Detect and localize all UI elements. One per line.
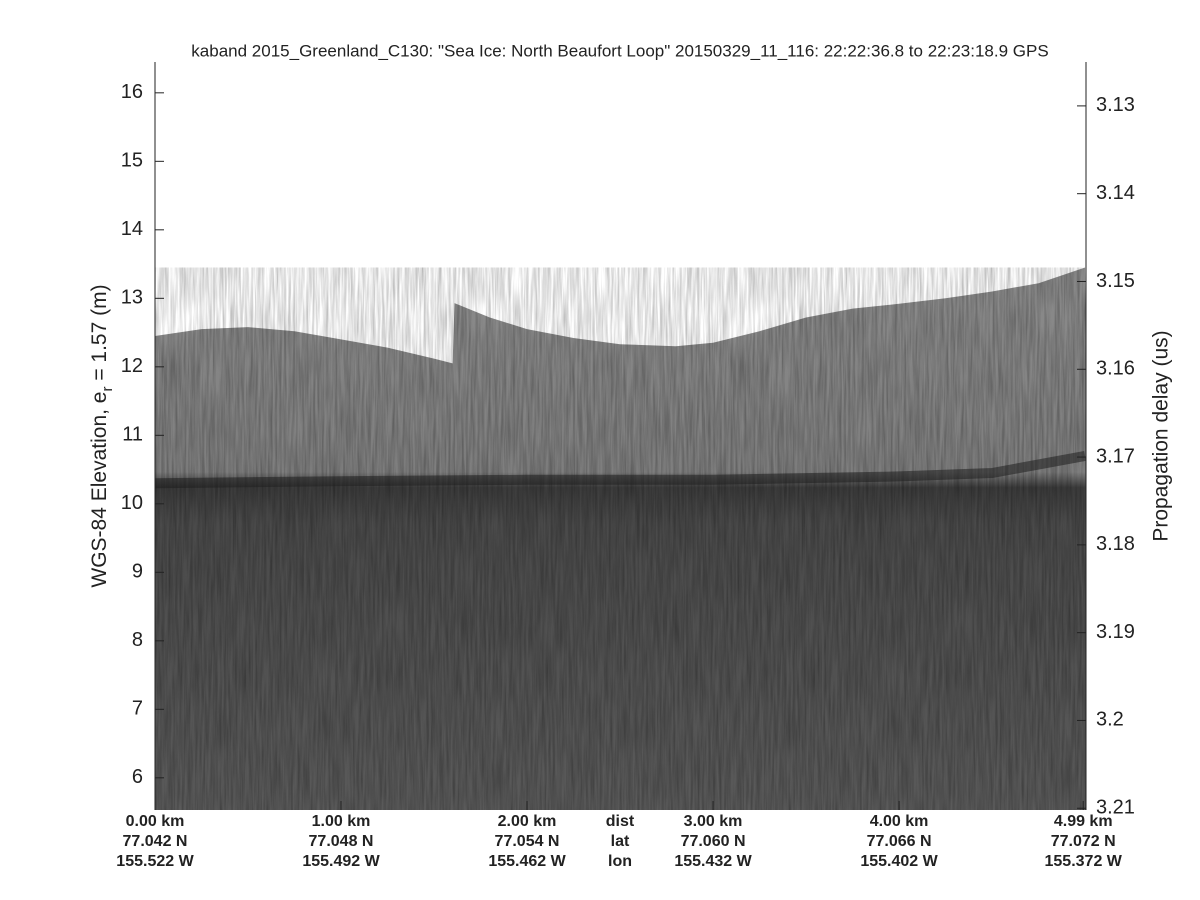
y-tick-label: 16 [121,81,143,103]
echogram-noise [155,267,1086,810]
y-tick-label: 14 [121,218,143,240]
x-tick-label: 3.00 km [684,813,743,830]
y-tick-label: 9 [132,561,143,583]
y-tick-label: 8 [132,629,143,651]
lat-label: 77.072 N [1051,833,1116,850]
plot-area [155,267,1086,810]
y2-tick-label: 3.19 [1096,621,1135,643]
y-tick-label: 6 [132,766,143,788]
y-label-sub: r [99,387,116,392]
y2-tick-label: 3.2 [1096,709,1124,731]
lon-label: 155.522 W [116,853,194,870]
y-tick-label: 10 [121,492,143,514]
lat-label: 77.054 N [495,833,560,850]
y2-tick-label: 3.15 [1096,270,1135,292]
lon-label: 155.372 W [1045,853,1123,870]
y2-axis-label: Propagation delay (us) [1150,330,1173,541]
y-tick-label: 13 [121,287,143,309]
lat-label: 77.042 N [123,833,188,850]
y-tick-label: 12 [121,355,143,377]
axes: 6 7 8 9 10 11 12 13 14 15 16 3.13 3.14 3.15 3.16 3.17 3.… [116,62,1135,870]
row-label: lon [608,853,632,870]
lat-label: 77.060 N [681,833,746,850]
lon-label: 155.462 W [488,853,566,870]
x-tick-label: 4.99 km [1054,813,1113,830]
lon-label: 155.402 W [860,853,938,870]
y2-tick-label: 3.16 [1096,358,1135,380]
layer-line [155,450,1086,489]
x-tick-label: 1.00 km [312,813,371,830]
y-tick-label: 7 [132,698,143,720]
x-tick-label: 0.00 km [126,813,185,830]
x-tick-label: 2.00 km [498,813,557,830]
x-tick-label: 4.00 km [870,813,929,830]
row-label: dist [606,813,635,830]
row-label: lat [611,833,630,850]
lon-label: 155.432 W [674,853,752,870]
y2-tick-label: 3.13 [1096,94,1135,116]
y-axis-label: WGS-84 Elevation, er = 1.57 (m) [88,284,116,587]
y2-tick-label: 3.18 [1096,533,1135,555]
lat-label: 77.048 N [309,833,374,850]
lat-label: 77.066 N [867,833,932,850]
y-tick-label: 15 [121,150,143,172]
y2-tick-label: 3.17 [1096,445,1135,467]
y2-tick-label: 3.14 [1096,182,1135,204]
chart-title: kaband 2015_Greenland_C130: "Sea Ice: No… [191,41,1048,60]
y2-tick-label: 3.21 [1096,797,1135,819]
y-tick-label: 11 [122,424,143,446]
y-label-text: WGS-84 Elevation, e [88,392,111,588]
lon-label: 155.492 W [302,853,380,870]
y-label-tail: = 1.57 (m) [88,284,111,386]
